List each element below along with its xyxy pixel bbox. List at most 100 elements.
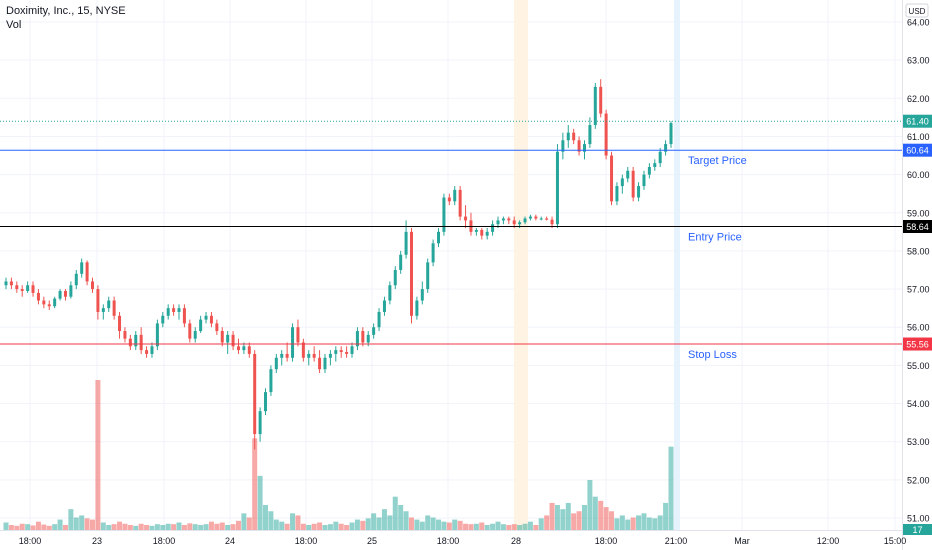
candle-body[interactable] bbox=[409, 231, 413, 316]
candle-body[interactable] bbox=[464, 216, 468, 221]
candle-body[interactable] bbox=[128, 338, 132, 347]
candle-body[interactable] bbox=[26, 285, 30, 291]
candle-body[interactable] bbox=[610, 155, 614, 202]
candle-body[interactable] bbox=[226, 334, 230, 343]
candle-body[interactable] bbox=[458, 189, 462, 217]
candle-body[interactable] bbox=[101, 308, 105, 312]
candle-body[interactable] bbox=[355, 331, 359, 347]
candle-body[interactable] bbox=[501, 218, 505, 221]
candle-body[interactable] bbox=[182, 308, 186, 324]
candle-body[interactable] bbox=[415, 300, 419, 316]
candle-body[interactable] bbox=[323, 357, 327, 370]
candle-body[interactable] bbox=[4, 281, 8, 286]
candle-body[interactable] bbox=[220, 331, 224, 343]
candle-body[interactable] bbox=[545, 218, 549, 220]
candle-body[interactable] bbox=[334, 350, 338, 354]
candle-body[interactable] bbox=[318, 357, 322, 370]
candle-body[interactable] bbox=[539, 218, 543, 220]
candle-body[interactable] bbox=[80, 262, 84, 274]
candle-body[interactable] bbox=[361, 331, 365, 343]
candle-body[interactable] bbox=[280, 353, 284, 358]
candle-body[interactable] bbox=[512, 220, 516, 225]
candle-body[interactable] bbox=[139, 334, 143, 351]
candle-body[interactable] bbox=[345, 352, 349, 354]
candle-body[interactable] bbox=[572, 132, 576, 141]
candle-body[interactable] bbox=[647, 166, 651, 175]
candle-body[interactable] bbox=[561, 140, 565, 152]
candle-body[interactable] bbox=[420, 289, 424, 301]
candle-body[interactable] bbox=[264, 392, 268, 412]
candle-body[interactable] bbox=[312, 353, 316, 358]
candle-body[interactable] bbox=[491, 224, 495, 232]
candle-body[interactable] bbox=[209, 315, 213, 324]
candle-body[interactable] bbox=[204, 315, 208, 320]
candle-body[interactable] bbox=[453, 189, 457, 202]
candle-body[interactable] bbox=[253, 353, 257, 435]
candle-body[interactable] bbox=[199, 319, 203, 332]
candle-body[interactable] bbox=[134, 334, 138, 347]
candle-body[interactable] bbox=[296, 327, 300, 343]
candle-body[interactable] bbox=[96, 289, 100, 312]
candle-body[interactable] bbox=[653, 163, 657, 167]
candle-body[interactable] bbox=[177, 308, 181, 312]
candle-body[interactable] bbox=[274, 357, 278, 370]
candle-body[interactable] bbox=[172, 308, 176, 312]
candle-body[interactable] bbox=[58, 290, 62, 299]
candle-body[interactable] bbox=[63, 290, 67, 297]
candle-body[interactable] bbox=[399, 254, 403, 270]
candle-body[interactable] bbox=[301, 342, 305, 358]
candle-body[interactable] bbox=[599, 86, 603, 114]
candle-body[interactable] bbox=[382, 300, 386, 312]
candle-body[interactable] bbox=[442, 197, 446, 232]
candle-body[interactable] bbox=[291, 327, 295, 358]
candle-body[interactable] bbox=[258, 411, 262, 435]
candle-body[interactable] bbox=[620, 178, 624, 187]
candle-body[interactable] bbox=[437, 231, 441, 244]
candle-body[interactable] bbox=[328, 353, 332, 358]
candle-body[interactable] bbox=[69, 285, 73, 297]
candle-body[interactable] bbox=[555, 151, 559, 225]
candle-body[interactable] bbox=[188, 323, 192, 339]
candle-body[interactable] bbox=[496, 220, 500, 225]
candle-body[interactable] bbox=[431, 243, 435, 263]
candle-body[interactable] bbox=[615, 186, 619, 202]
candle-body[interactable] bbox=[107, 300, 111, 309]
candle-body[interactable] bbox=[447, 197, 451, 202]
candle-body[interactable] bbox=[145, 350, 149, 354]
candle-body[interactable] bbox=[588, 125, 592, 145]
candle-body[interactable] bbox=[42, 300, 46, 305]
candle-body[interactable] bbox=[118, 315, 122, 332]
candle-body[interactable] bbox=[474, 229, 478, 232]
candle-body[interactable] bbox=[507, 218, 511, 221]
candle-body[interactable] bbox=[637, 186, 641, 198]
candle-body[interactable] bbox=[161, 315, 165, 324]
candle-body[interactable] bbox=[577, 140, 581, 152]
candle-body[interactable] bbox=[123, 331, 127, 339]
candle-body[interactable] bbox=[15, 285, 19, 290]
candle-body[interactable] bbox=[669, 123, 673, 145]
candle-body[interactable] bbox=[307, 353, 311, 358]
candle-body[interactable] bbox=[642, 174, 646, 187]
price-lines[interactable]: Target Price Entry Price Stop Loss bbox=[0, 120, 902, 361]
candle-body[interactable] bbox=[534, 216, 538, 219]
candle-body[interactable] bbox=[604, 113, 608, 156]
candle-body[interactable] bbox=[166, 308, 170, 316]
candle-body[interactable] bbox=[150, 346, 154, 354]
candle-body[interactable] bbox=[247, 346, 251, 354]
candle-body[interactable] bbox=[658, 151, 662, 164]
candle-body[interactable] bbox=[388, 285, 392, 301]
candle-body[interactable] bbox=[518, 222, 522, 225]
candle-body[interactable] bbox=[339, 350, 343, 353]
candle-body[interactable] bbox=[236, 346, 240, 351]
candle-body[interactable] bbox=[582, 144, 586, 152]
candle-body[interactable] bbox=[426, 262, 430, 290]
candle-body[interactable] bbox=[393, 270, 397, 286]
candle-body[interactable] bbox=[31, 285, 35, 293]
candle-body[interactable] bbox=[593, 86, 597, 126]
candle-body[interactable] bbox=[350, 346, 354, 354]
candle-body[interactable] bbox=[528, 216, 532, 219]
candle-body[interactable] bbox=[626, 170, 630, 179]
candle-body[interactable] bbox=[112, 300, 116, 316]
candle-body[interactable] bbox=[404, 231, 408, 255]
